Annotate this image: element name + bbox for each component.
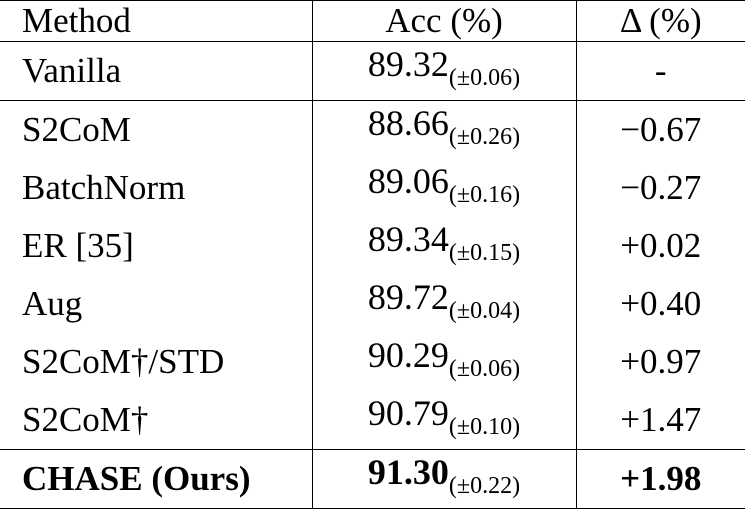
acc-cell: 88.66(±0.26) (311, 100, 576, 159)
delta-cell: −0.27 (575, 159, 745, 217)
acc-cell: 90.79(±0.10) (311, 391, 576, 450)
table-row: S2CoM†/STD 90.29(±0.06) +0.97 (0, 333, 745, 391)
table-row: S2CoM 88.66(±0.26) −0.67 (0, 100, 745, 159)
method-cell: Aug (22, 284, 83, 323)
acc-value: 89.72 (367, 277, 449, 317)
delta-cell: −0.67 (575, 100, 745, 159)
delta-cell: +0.40 (575, 275, 745, 333)
delta-cell: +0.97 (575, 333, 745, 391)
acc-value: 88.66 (367, 103, 449, 143)
delta-cell: +1.47 (575, 391, 745, 450)
acc-value: 89.34 (367, 219, 449, 259)
acc-value: 90.29 (367, 335, 449, 375)
header-method: Method (0, 0, 312, 42)
acc-std: (±0.16) (448, 182, 521, 208)
acc-cell: 89.32(±0.06) (311, 41, 576, 101)
acc-value: 91.30 (367, 452, 449, 492)
method-cell: Vanilla (0, 41, 312, 101)
method-cell: S2CoM (22, 110, 131, 149)
header-acc: Acc (%) (311, 0, 576, 42)
acc-std: (±0.06) (448, 65, 521, 91)
acc-cell: 89.34(±0.15) (311, 217, 576, 275)
acc-std: (±0.06) (448, 356, 521, 382)
acc-value: 89.32 (367, 44, 449, 84)
acc-std: (±0.15) (448, 240, 521, 266)
table-row: BatchNorm 89.06(±0.16) −0.27 (0, 159, 745, 217)
acc-std: (±0.04) (448, 298, 521, 324)
method-cell: BatchNorm (22, 168, 186, 207)
table-row: Aug 89.72(±0.04) +0.40 (0, 275, 745, 333)
method-cell: S2CoM† (22, 400, 149, 439)
table-row: Vanilla 89.32(±0.06) - (0, 41, 745, 101)
table-row: S2CoM† 90.79(±0.10) +1.47 (0, 391, 745, 450)
acc-cell: 89.06(±0.16) (311, 159, 576, 217)
acc-cell: 90.29(±0.06) (311, 333, 576, 391)
delta-cell: +0.02 (575, 217, 745, 275)
table-row: ER [35] 89.34(±0.15) +0.02 (0, 217, 745, 275)
method-cell: ER [35] (22, 226, 134, 265)
table-row-ours: CHASE (Ours) 91.30(±0.22) +1.98 (0, 449, 745, 509)
acc-cell: 91.30(±0.22) (311, 449, 576, 509)
acc-std: (±0.26) (448, 124, 521, 150)
delta-cell: +1.98 (575, 449, 745, 509)
acc-cell: 89.72(±0.04) (311, 275, 576, 333)
method-cell: CHASE (Ours) (0, 449, 312, 509)
acc-std: (±0.10) (448, 414, 521, 440)
header-delta: Δ (%) (575, 0, 745, 42)
header-row: Method Acc (%) Δ (%) (0, 0, 745, 42)
method-cell: S2CoM†/STD (22, 342, 225, 381)
acc-value: 89.06 (367, 161, 449, 201)
acc-std: (±0.22) (448, 473, 521, 499)
acc-value: 90.79 (367, 393, 449, 433)
delta-cell: - (575, 41, 745, 101)
